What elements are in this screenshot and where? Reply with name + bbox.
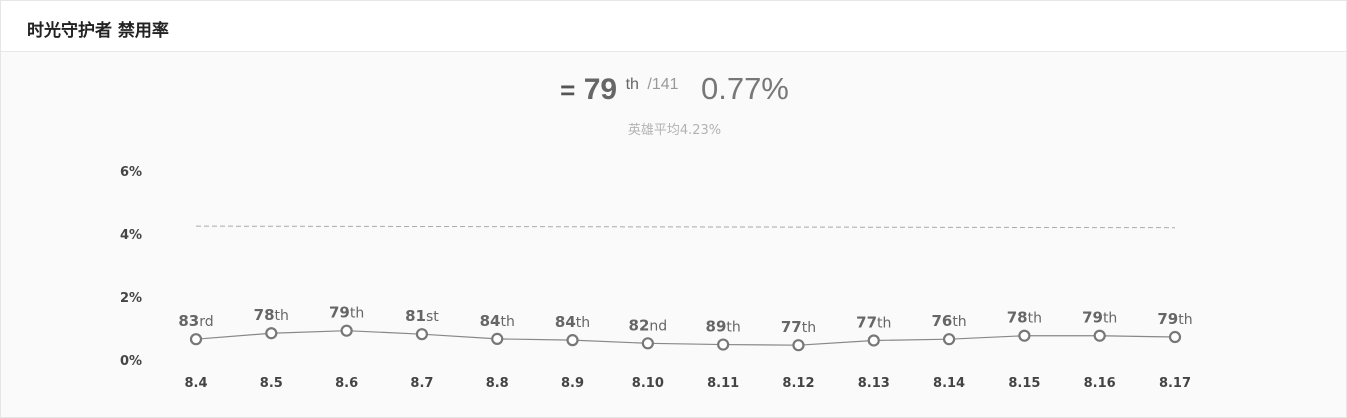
series-line <box>195 330 1176 346</box>
point-rank-label: 78th <box>1007 309 1042 327</box>
data-point <box>265 327 278 340</box>
rank-label-suffix: th <box>576 315 590 331</box>
rank-label-suffix: th <box>952 314 966 330</box>
point-rank-label: 84th <box>480 312 515 330</box>
x-tick-label: 8.16 <box>1084 376 1116 391</box>
point-rank-label: 79th <box>1082 309 1117 327</box>
point-rank-label: 79th <box>329 304 364 322</box>
data-point <box>1168 330 1182 344</box>
x-tick-label: 8.13 <box>858 376 890 391</box>
rank-label-suffix: th <box>802 320 816 336</box>
y-tick-label: 2% <box>120 291 142 306</box>
rank-label-number: 89 <box>706 318 727 336</box>
data-point <box>415 328 429 341</box>
data-point <box>340 324 353 337</box>
point-rank-label: 82nd <box>629 316 668 334</box>
rank-label-suffix: th <box>1028 311 1042 327</box>
data-point <box>942 333 956 346</box>
data-point <box>792 339 805 352</box>
data-point <box>867 334 880 347</box>
x-tick-label: 8.15 <box>1008 376 1040 391</box>
rank-label-number: 81 <box>405 307 426 325</box>
x-tick-label: 8.4 <box>184 376 207 391</box>
x-tick-label: 8.12 <box>782 376 814 391</box>
rank-label-number: 84 <box>555 313 576 331</box>
data-point <box>717 338 730 351</box>
x-tick-label: 8.11 <box>707 376 739 391</box>
rank-label-number: 79 <box>1157 310 1178 328</box>
rank-label-suffix: th <box>1103 311 1117 327</box>
data-point <box>491 332 504 345</box>
rank-label-suffix: th <box>275 308 289 324</box>
point-rank-label: 79th <box>1157 310 1192 328</box>
rank-label-number: 77 <box>781 318 802 336</box>
x-tick-label: 8.8 <box>486 376 509 391</box>
y-tick-label: 6% <box>120 165 142 180</box>
rank-label-number: 79 <box>1082 309 1103 327</box>
rank-label-suffix: th <box>1178 312 1192 328</box>
rank-label-number: 82 <box>629 316 650 334</box>
rank-total: /141 <box>647 76 679 93</box>
x-tick-label: 8.9 <box>561 376 584 391</box>
data-point <box>189 333 203 346</box>
data-point <box>1018 329 1031 342</box>
point-rank-label: 84th <box>555 313 590 331</box>
rank-suffix: th <box>625 76 639 93</box>
y-tick-label: 4% <box>120 228 142 243</box>
rank-label-suffix: th <box>726 320 740 336</box>
rank-label-number: 78 <box>1007 309 1028 327</box>
rank-label-suffix: th <box>877 315 891 331</box>
x-tick-label: 8.10 <box>632 376 664 391</box>
trend-equal-icon: = <box>560 75 576 105</box>
rank-label-number: 78 <box>254 306 275 324</box>
point-rank-label: 83rd <box>178 312 213 330</box>
rank-label-number: 79 <box>329 304 350 322</box>
data-point <box>566 334 579 347</box>
rank-label-number: 84 <box>480 312 501 330</box>
x-tick-label: 8.17 <box>1159 376 1191 391</box>
panel-header: 时光守护者 禁用率 <box>1 1 1346 52</box>
point-rank-label: 89th <box>706 318 741 336</box>
point-rank-label: 76th <box>931 312 966 330</box>
point-rank-label: 77th <box>781 318 816 336</box>
y-tick-label: 0% <box>120 354 142 369</box>
rank-label-suffix: th <box>350 306 364 322</box>
rank-label-suffix: th <box>500 314 514 330</box>
rank-number: 79 <box>583 73 618 106</box>
data-point <box>1093 329 1106 342</box>
data-point <box>641 337 654 350</box>
x-tick-label: 8.5 <box>260 376 283 391</box>
point-rank-label: 81st <box>405 307 439 325</box>
rank-label-number: 76 <box>931 312 952 330</box>
hero-average-label: 英雄平均4.23% <box>627 123 722 138</box>
rank-label-suffix: st <box>426 309 439 325</box>
rank-label-number: 77 <box>856 313 877 331</box>
rank-label-suffix: rd <box>199 314 213 330</box>
rank-summary: = 79 th /141 0.77% <box>1 71 1347 111</box>
rank-label-suffix: nd <box>649 318 667 334</box>
ban-rate-value: 0.77% <box>700 71 789 106</box>
x-tick-label: 8.7 <box>410 376 433 391</box>
rank-label-number: 83 <box>178 312 199 330</box>
x-tick-label: 8.14 <box>933 376 965 391</box>
panel-title: 时光守护者 禁用率 <box>27 21 169 41</box>
point-rank-label: 78th <box>254 306 289 324</box>
point-rank-label: 77th <box>856 313 891 331</box>
x-tick-label: 8.6 <box>335 376 358 391</box>
average-line <box>195 225 1176 229</box>
